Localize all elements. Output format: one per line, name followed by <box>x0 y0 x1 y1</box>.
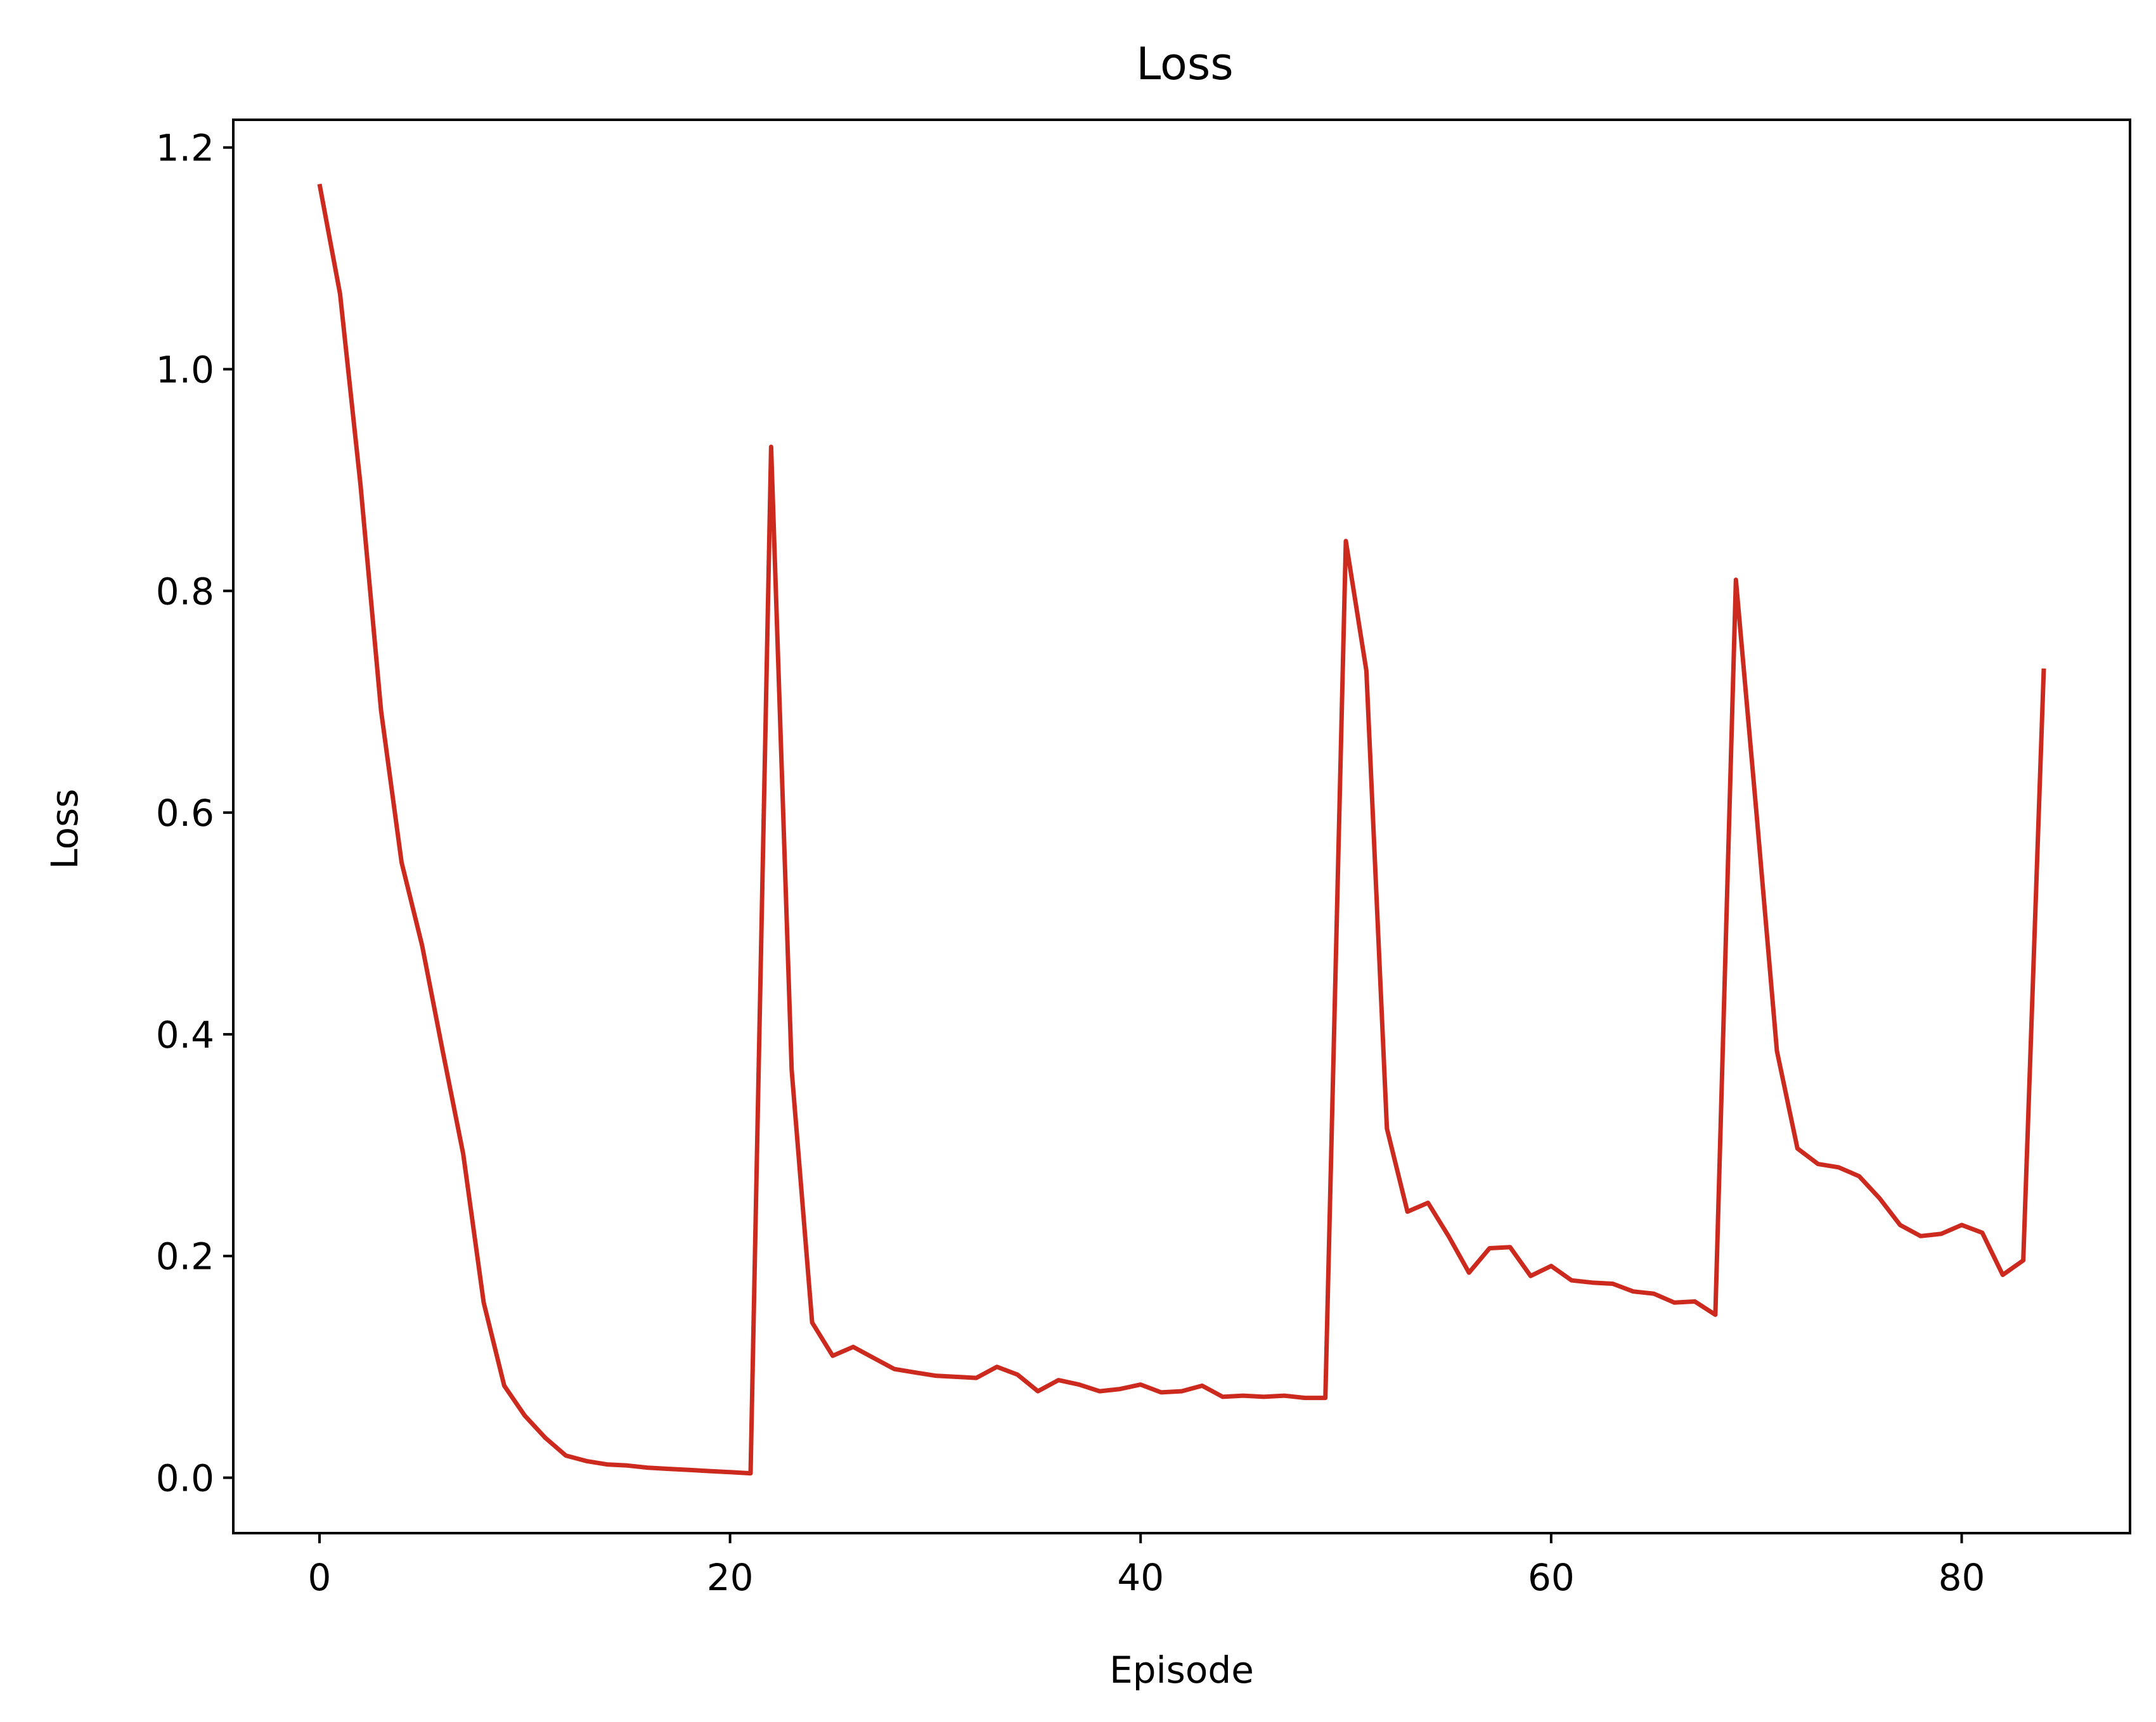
y-axis-ticks: 0.0 0.2 0.4 0.6 0.8 1.0 1.2 <box>156 127 233 1500</box>
x-axis-ticks: 0 20 40 60 80 <box>308 1533 1985 1599</box>
y-tick-label: 1.2 <box>156 127 214 170</box>
x-tick-label: 0 <box>308 1556 332 1599</box>
x-tick-label: 60 <box>1528 1556 1575 1599</box>
x-tick-label: 80 <box>1939 1556 1985 1599</box>
x-tick-label: 40 <box>1117 1556 1164 1599</box>
y-axis-label: Loss <box>43 788 86 869</box>
y-tick-label: 1.0 <box>156 349 214 392</box>
y-tick-label: 0.8 <box>156 570 214 613</box>
plot-frame <box>232 119 2131 1534</box>
y-tick-label: 0.4 <box>156 1013 214 1057</box>
y-tick-label: 0.6 <box>156 792 214 835</box>
x-axis-label: Episode <box>1109 1648 1254 1692</box>
x-tick-label: 20 <box>707 1556 754 1599</box>
loss-series-line <box>317 183 2046 1476</box>
chart-title: Loss <box>1136 38 1234 90</box>
y-tick-label: 0.2 <box>156 1235 214 1278</box>
y-tick-label: 0.0 <box>156 1457 214 1500</box>
